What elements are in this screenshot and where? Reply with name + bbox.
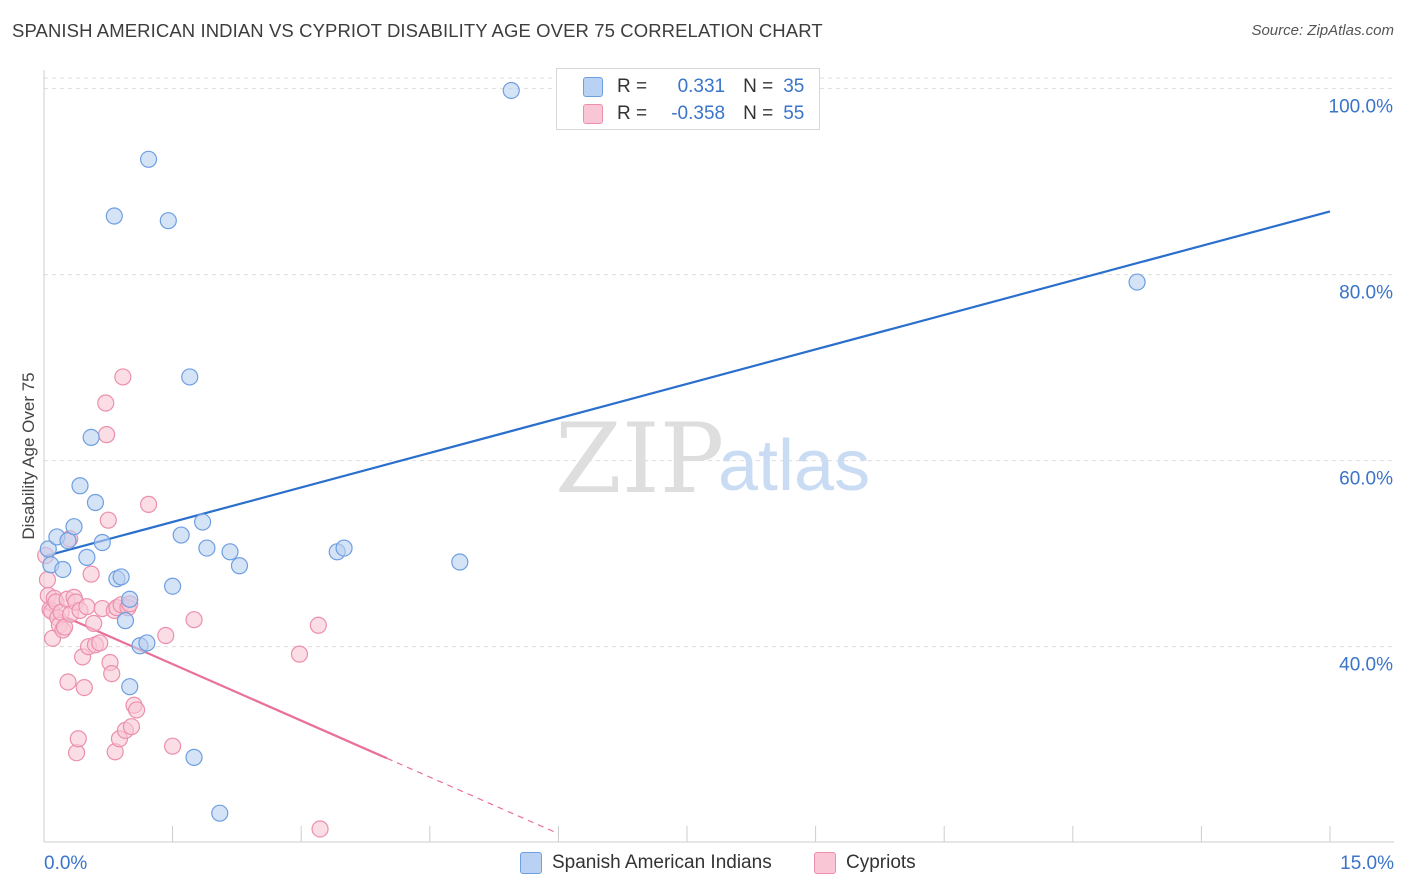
point-cypriots bbox=[164, 737, 182, 755]
point-spanish-american-indians bbox=[181, 368, 199, 386]
point-spanish-american-indians bbox=[116, 612, 135, 630]
point-cypriots bbox=[38, 571, 57, 589]
trend-line-spanish-american-indians bbox=[43, 210, 1331, 558]
x-tick-label-min: 0.0% bbox=[44, 853, 87, 874]
series-swatch-blue bbox=[520, 852, 542, 874]
trend-line-cypriots-extension bbox=[386, 757, 559, 835]
legend-n-value: 35 bbox=[783, 76, 805, 97]
x-tick-label-max: 15.0% bbox=[1340, 853, 1394, 874]
point-spanish-american-indians bbox=[185, 748, 203, 766]
point-cypriots bbox=[99, 511, 117, 529]
point-spanish-american-indians bbox=[86, 493, 105, 512]
point-spanish-american-indians bbox=[139, 150, 158, 168]
point-spanish-american-indians bbox=[82, 428, 100, 446]
point-cypriots bbox=[82, 565, 100, 583]
point-spanish-american-indians bbox=[65, 518, 83, 536]
y-tick-label: 100.0% bbox=[1329, 97, 1394, 118]
point-cypriots bbox=[139, 495, 158, 513]
point-spanish-american-indians bbox=[221, 543, 239, 561]
watermark: ZIP atlas bbox=[555, 403, 870, 515]
series-legend-label: Cypriots bbox=[846, 852, 916, 873]
point-cypriots bbox=[114, 368, 132, 386]
point-cypriots bbox=[97, 394, 115, 412]
legend-n-label: N = bbox=[743, 103, 774, 124]
chart-title: SPANISH AMERICAN INDIAN VS CYPRIOT DISAB… bbox=[12, 20, 823, 41]
legend-row-spanish-american-indians: R = 0.331 N = 35 bbox=[583, 75, 804, 99]
point-spanish-american-indians bbox=[78, 548, 96, 566]
point-spanish-american-indians bbox=[93, 533, 111, 552]
point-spanish-american-indians bbox=[502, 81, 520, 100]
point-spanish-american-indians bbox=[138, 634, 156, 652]
source-label: Source: ZipAtlas.com bbox=[1251, 22, 1394, 39]
point-cypriots bbox=[311, 820, 329, 838]
point-spanish-american-indians bbox=[211, 804, 229, 822]
series-legend: Spanish American Indians Cypriots bbox=[0, 852, 1406, 878]
trend-line-cypriots bbox=[43, 606, 388, 760]
point-spanish-american-indians bbox=[230, 557, 249, 575]
data-points bbox=[37, 81, 1146, 838]
point-spanish-american-indians bbox=[451, 553, 469, 571]
watermark-atlas: atlas bbox=[718, 426, 870, 506]
legend-n-value: 55 bbox=[783, 103, 805, 124]
legend-r-value: -0.358 bbox=[671, 103, 726, 124]
point-cypriots bbox=[122, 718, 141, 736]
point-spanish-american-indians bbox=[198, 539, 216, 557]
y-tick-label: 80.0% bbox=[1339, 283, 1393, 304]
point-cypriots bbox=[75, 678, 93, 697]
point-cypriots bbox=[127, 701, 146, 719]
watermark-zip: ZIP bbox=[555, 403, 724, 515]
point-cypriots bbox=[69, 730, 87, 748]
point-cypriots bbox=[97, 426, 116, 444]
legend-row-cypriots: R = -0.358 N = 55 bbox=[583, 102, 804, 126]
point-spanish-american-indians bbox=[121, 590, 139, 608]
y-tick-label: 40.0% bbox=[1339, 655, 1393, 676]
point-cypriots bbox=[91, 634, 109, 652]
point-spanish-american-indians bbox=[172, 526, 190, 544]
correlation-legend: R = 0.331 N = 35 R = -0.358 N = 55 bbox=[556, 68, 820, 130]
series-legend-spanish-american-indians[interactable]: Spanish American Indians bbox=[520, 852, 772, 874]
point-cypriots bbox=[78, 598, 96, 616]
point-spanish-american-indians bbox=[105, 207, 123, 225]
point-spanish-american-indians bbox=[335, 539, 353, 557]
point-cypriots bbox=[185, 611, 203, 629]
legend-swatch-pink bbox=[583, 104, 603, 124]
y-axis-title: Disability Age Over 75 bbox=[19, 372, 38, 539]
legend-r-label: R = bbox=[617, 103, 648, 124]
legend-swatch-blue bbox=[583, 77, 603, 97]
legend-n-label: N = bbox=[743, 76, 774, 97]
point-spanish-american-indians bbox=[1128, 273, 1146, 291]
legend-r-label: R = bbox=[617, 76, 648, 97]
point-spanish-american-indians bbox=[194, 513, 212, 531]
y-tick-label: 60.0% bbox=[1339, 469, 1393, 490]
axis-labels: 40.0% 60.0% 80.0% 100.0% 0.0% 15.0% Disability… bbox=[19, 97, 1394, 874]
point-cypriots bbox=[59, 673, 77, 691]
axes bbox=[43, 70, 1394, 843]
point-cypriots bbox=[309, 616, 327, 634]
point-cypriots bbox=[290, 645, 309, 663]
point-spanish-american-indians bbox=[121, 678, 139, 696]
series-swatch-pink bbox=[814, 852, 836, 874]
series-legend-cypriots[interactable]: Cypriots bbox=[814, 852, 916, 874]
point-spanish-american-indians bbox=[54, 560, 72, 579]
point-spanish-american-indians bbox=[159, 212, 177, 230]
point-spanish-american-indians bbox=[71, 477, 89, 495]
point-spanish-american-indians bbox=[164, 577, 182, 595]
point-cypriots bbox=[157, 626, 175, 645]
series-legend-label: Spanish American Indians bbox=[552, 852, 772, 873]
legend-r-value: 0.331 bbox=[677, 76, 726, 97]
point-cypriots bbox=[103, 665, 121, 683]
trend-lines bbox=[43, 210, 1331, 835]
point-cypriots bbox=[85, 614, 103, 633]
point-spanish-american-indians bbox=[112, 568, 130, 586]
